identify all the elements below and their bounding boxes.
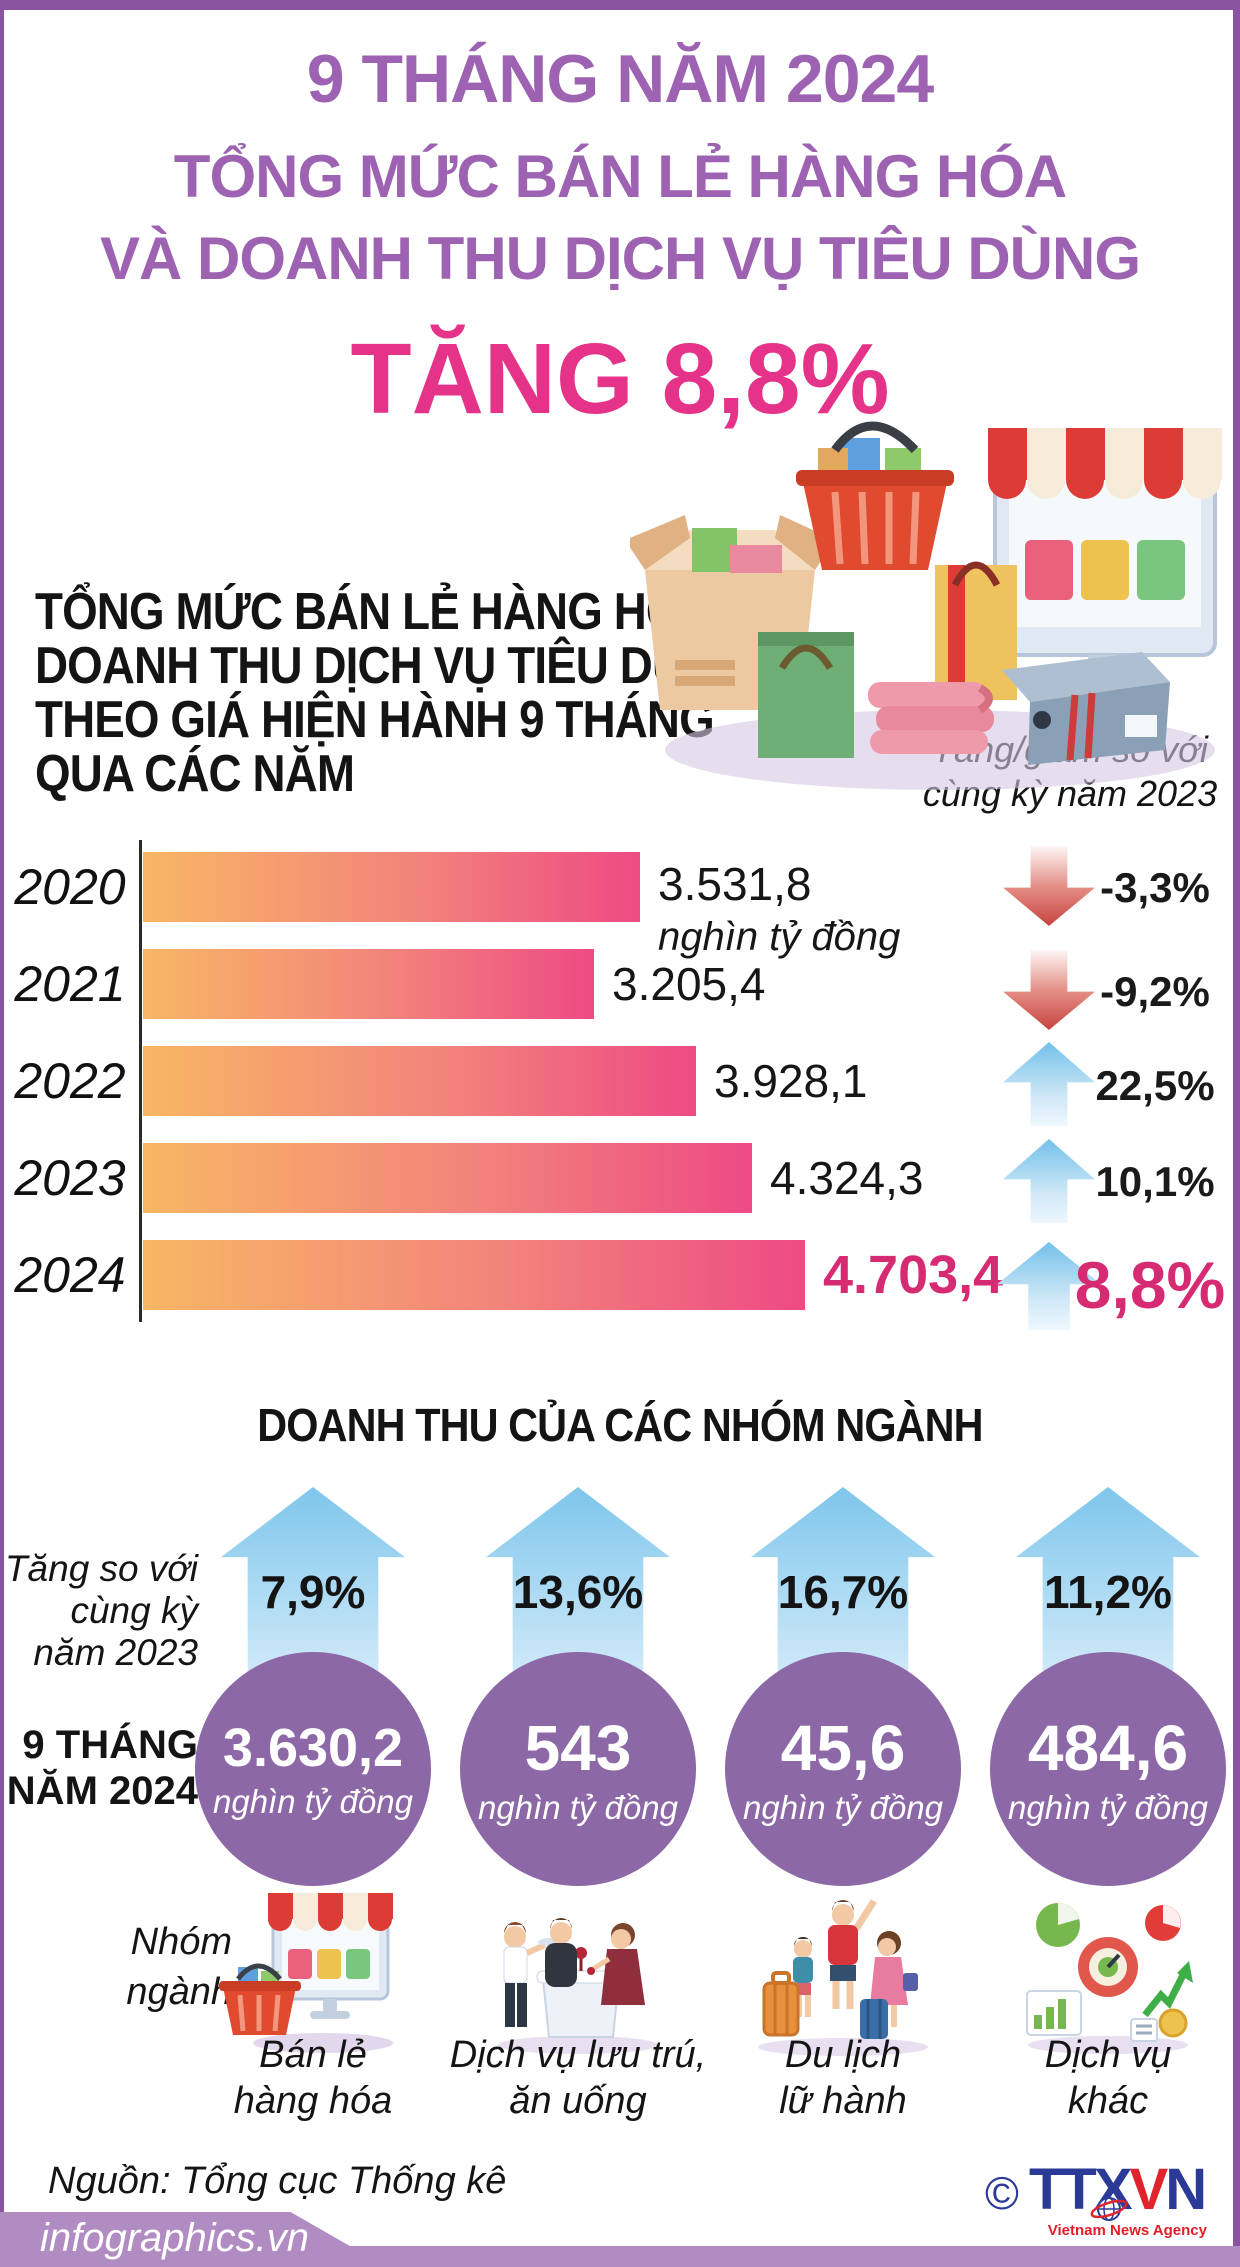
shopping-basket-icon	[796, 421, 954, 570]
chart-heading: TỔNG MỨC BÁN LẺ HÀNG HÓA VÀ DOANH THU DỊ…	[35, 585, 827, 801]
chart-heading-line2: DOANH THU DỊCH VỤ TIÊU DÙNG	[35, 637, 752, 695]
chart-heading-line4: QUA CÁC NĂM	[35, 745, 355, 803]
group-column-other: 11,2% 484,6 nghìn tỷ đồng	[990, 1487, 1226, 2187]
bar-value-2024: 4.703,4	[823, 1245, 1004, 1305]
group-column-food-service: 13,6% 543 nghìn tỷ đồng	[450, 1487, 706, 2187]
year-label: 2022	[14, 1053, 126, 1109]
change-pct-2023: 10,1%	[1095, 1158, 1215, 1205]
frame-left-border	[0, 0, 4, 2267]
growth-highlight: TĂNG 8,8%	[350, 323, 890, 435]
footer-brand-ribbon	[0, 2212, 350, 2267]
paper-bag-green-icon	[758, 632, 854, 758]
chart-row-2022: 2022 3.928,1	[0, 1046, 1240, 1116]
chart-axis	[139, 840, 142, 1322]
agency-caption: Vietnam News Agency	[1047, 2222, 1207, 2239]
group-name: Dịch vụ khác	[1044, 2034, 1172, 2122]
group-value-circle: 484,6 nghìn tỷ đồng	[990, 1652, 1226, 1886]
store-monitor-icon	[988, 428, 1222, 691]
group-name: Bán lẻ hàng hóa	[233, 2034, 393, 2122]
retail-store-icon	[219, 1893, 393, 2053]
year-label: 2021	[14, 956, 126, 1012]
main-title: TỔNG MỨC BÁN LẺ HÀNG HÓA VÀ DOANH THU DỊ…	[0, 136, 1240, 300]
revenue-bar-2021	[143, 949, 594, 1019]
year-label: 2023	[14, 1150, 126, 1206]
chart-row-2024: 2024 4.703,4	[0, 1240, 1240, 1310]
restaurant-icon	[498, 1918, 658, 2054]
revenue-bar-2023	[143, 1143, 752, 1213]
paper-bag-yellow-icon	[935, 561, 1017, 700]
shoebox-icon	[1002, 652, 1170, 765]
group-value-circle: 543 nghìn tỷ đồng	[460, 1652, 696, 1886]
revenue-bar-2022	[143, 1046, 696, 1116]
bar-value-2021: 3.205,4	[612, 958, 766, 1010]
group-value-circle: 3.630,2 nghìn tỷ đồng	[195, 1652, 431, 1886]
bar-value-2023: 4.324,3	[770, 1152, 924, 1204]
group-name: Dịch vụ lưu trú, ăn uống	[449, 2034, 707, 2122]
group-growth-pct: 7,9%	[260, 1566, 366, 1618]
group-value-circle: 45,6 nghìn tỷ đồng	[725, 1652, 961, 1886]
chart-row-2023: 2023 4.324,3	[0, 1143, 1240, 1213]
change-pct-2020: -3,3%	[1100, 864, 1210, 911]
bar-value-2020: 3.531,8 nghìn tỷ đồng	[658, 857, 901, 959]
frame-right-border	[1233, 0, 1240, 2267]
chart-row-2021: 2021 3.205,4	[0, 949, 1240, 1019]
group-growth-pct: 11,2%	[1044, 1566, 1172, 1618]
main-title-line1: TỔNG MỨC BÁN LẺ HÀNG HÓA	[173, 143, 1067, 210]
shopping-illustration	[630, 421, 1222, 790]
brand-url: infographics.vn	[40, 2216, 310, 2260]
group-growth-pct: 16,7%	[777, 1566, 909, 1618]
folded-clothes-icon	[868, 682, 994, 754]
main-title-line2: VÀ DOANH THU DỊCH VỤ TIÊU DÙNG	[99, 225, 1141, 292]
revenue-bar-2020	[143, 852, 640, 922]
groups-change-label: Tăng so với cùng kỳ năm 2023	[4, 1548, 198, 1673]
ttxvn-letters: TTXVN	[1029, 2157, 1207, 2222]
revenue-bar-2024	[143, 1240, 805, 1310]
copyright-icon: ©	[985, 2167, 1019, 2219]
change-pct-2022: 22,5%	[1095, 1062, 1215, 1109]
ttxvn-logo: © TTXVN Vietnam News Agency	[985, 2148, 1215, 2248]
groups-section-title: DOANH THU CỦA CÁC NHÓM NGÀNH	[257, 1399, 983, 1451]
year-label: 2024	[14, 1247, 126, 1303]
group-name: Du lịch lữ hành	[779, 2034, 907, 2122]
travel-icon	[758, 1899, 928, 2056]
change-pct-2024: 8,8%	[1074, 1248, 1226, 1322]
group-column-retail: 7,9% 3.630,2 nghìn tỷ đồng	[195, 1487, 431, 2187]
group-column-travel: 16,7% 45,6 nghìn tỷ đồng	[725, 1487, 961, 2187]
period-title: 9 THÁNG NĂM 2024	[306, 41, 934, 117]
chart-heading-line3: THEO GIÁ HIỆN HÀNH 9 THÁNG	[35, 691, 715, 749]
year-label: 2020	[14, 859, 126, 915]
groups-category-label: Nhóm ngành	[126, 1921, 232, 2013]
change-pct-2021: -9,2%	[1100, 968, 1210, 1015]
globe-icon	[1090, 2197, 1128, 2221]
bar-value-2022: 3.928,1	[714, 1055, 868, 1107]
misc-services-icon	[1026, 1903, 1193, 2054]
chart-row-2020: 2020 3.531,8 nghìn tỷ đồng	[0, 852, 1240, 959]
groups-period-label: 9 THÁNG NĂM 2024	[6, 1723, 198, 1813]
source-note: Nguồn: Tổng cục Thống kê	[48, 2160, 507, 2202]
frame-top-border	[0, 0, 1240, 10]
group-growth-pct: 13,6%	[512, 1566, 644, 1618]
unit-label: nghìn tỷ đồng	[658, 914, 901, 959]
